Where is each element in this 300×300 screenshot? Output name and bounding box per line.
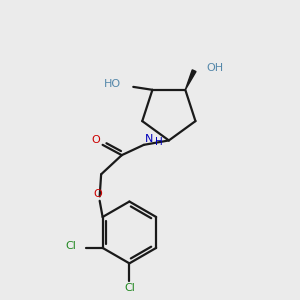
Text: HO: HO [104,79,121,89]
Text: O: O [92,135,100,146]
Text: O: O [94,189,103,199]
Text: N: N [145,134,153,144]
Polygon shape [185,70,196,90]
Text: Cl: Cl [65,242,76,251]
Text: OH: OH [206,63,224,73]
Text: H: H [155,137,163,147]
Text: Cl: Cl [124,284,135,293]
